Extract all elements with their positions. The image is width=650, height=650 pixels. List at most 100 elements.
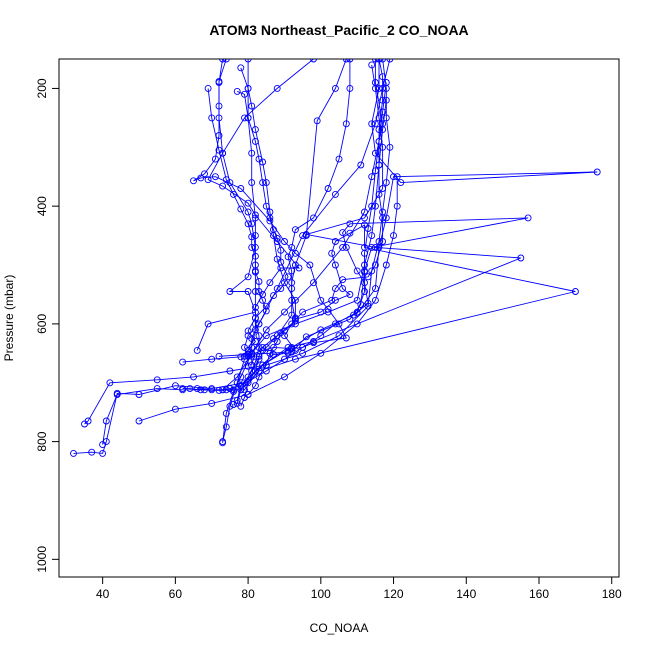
data-point	[368, 232, 376, 240]
data-point	[277, 258, 285, 266]
data-point	[288, 279, 296, 287]
data-point	[248, 335, 256, 343]
data-point	[390, 173, 397, 181]
data-point	[222, 176, 230, 184]
data-point	[284, 349, 292, 357]
data-point	[244, 220, 252, 228]
data-point	[379, 143, 387, 151]
data-point	[291, 261, 299, 269]
data-point	[262, 332, 270, 340]
data-point	[317, 296, 325, 304]
data-point	[113, 391, 121, 398]
data-point	[215, 77, 223, 85]
data-point	[288, 267, 296, 275]
data-point	[244, 391, 252, 398]
data-point	[259, 343, 267, 351]
data-point	[241, 114, 248, 122]
data-point	[248, 179, 256, 187]
data-point	[331, 320, 339, 328]
data-point	[255, 343, 263, 351]
series-line	[196, 59, 256, 351]
data-point	[346, 59, 354, 63]
data-point	[248, 233, 256, 241]
data-point	[251, 126, 259, 134]
x-tick-label: 40	[96, 587, 110, 601]
data-point	[244, 84, 252, 92]
data-point	[251, 137, 259, 145]
data-point	[382, 96, 390, 104]
data-point	[361, 288, 368, 295]
data-point	[379, 185, 387, 192]
data-point	[255, 320, 263, 328]
data-point	[237, 185, 245, 192]
data-point	[251, 367, 259, 375]
data-point	[342, 59, 350, 63]
data-point	[244, 114, 252, 122]
data-point	[361, 268, 368, 276]
data-point	[215, 386, 223, 394]
data-point	[273, 235, 281, 242]
x-tick-label: 80	[241, 587, 255, 601]
data-point	[339, 243, 347, 251]
data-point	[208, 114, 216, 122]
data-point	[241, 352, 248, 360]
data-point	[251, 243, 259, 251]
series-3	[81, 59, 394, 428]
data-point	[371, 261, 379, 269]
data-point	[379, 59, 387, 63]
data-point	[342, 243, 350, 251]
data-point	[230, 190, 237, 198]
data-point	[219, 439, 227, 447]
data-point	[251, 314, 259, 322]
y-tick-label: 1000	[35, 546, 49, 573]
data-point	[244, 199, 252, 207]
data-point	[382, 84, 390, 92]
series-9	[193, 59, 259, 354]
data-point	[201, 170, 208, 178]
data-point	[259, 179, 267, 187]
data-point	[270, 226, 277, 234]
data-point	[241, 90, 248, 98]
data-point	[379, 73, 387, 81]
data-point	[244, 327, 252, 335]
data-point	[390, 232, 397, 240]
data-point	[517, 254, 525, 262]
data-point	[313, 117, 321, 125]
x-axis: 40 60 80 100 120 140 160 180	[96, 577, 622, 601]
data-point	[361, 221, 368, 229]
chart-title: ATOM3 Northeast_Pacific_2 CO_NOAA	[209, 22, 468, 38]
data-point	[593, 168, 601, 176]
data-point	[393, 173, 401, 181]
data-point	[302, 333, 310, 341]
data-point	[368, 120, 376, 128]
series-line	[73, 59, 598, 454]
data-point	[248, 352, 256, 360]
data-point	[255, 278, 263, 285]
y-tick-label: 400	[35, 196, 49, 216]
data-point	[241, 343, 248, 351]
data-point	[375, 59, 383, 63]
series-line	[197, 224, 576, 391]
series-line	[222, 59, 384, 391]
data-point	[219, 182, 227, 190]
data-point	[317, 332, 325, 340]
data-point	[248, 243, 256, 251]
data-point	[208, 399, 216, 407]
data-point	[288, 296, 296, 304]
data-point	[524, 214, 532, 222]
data-point	[306, 261, 314, 269]
data-point	[346, 291, 354, 298]
data-point	[244, 273, 252, 281]
data-point	[331, 238, 339, 245]
data-point	[379, 238, 387, 245]
data-point	[291, 226, 299, 234]
data-point	[255, 332, 263, 340]
data-point	[379, 214, 387, 222]
data-point	[281, 327, 288, 335]
series-19	[233, 87, 292, 369]
data-point	[226, 385, 234, 393]
x-axis-label: CO_NOAA	[310, 621, 369, 635]
data-point	[393, 202, 401, 210]
data-point	[222, 409, 230, 417]
data-point	[291, 355, 299, 363]
